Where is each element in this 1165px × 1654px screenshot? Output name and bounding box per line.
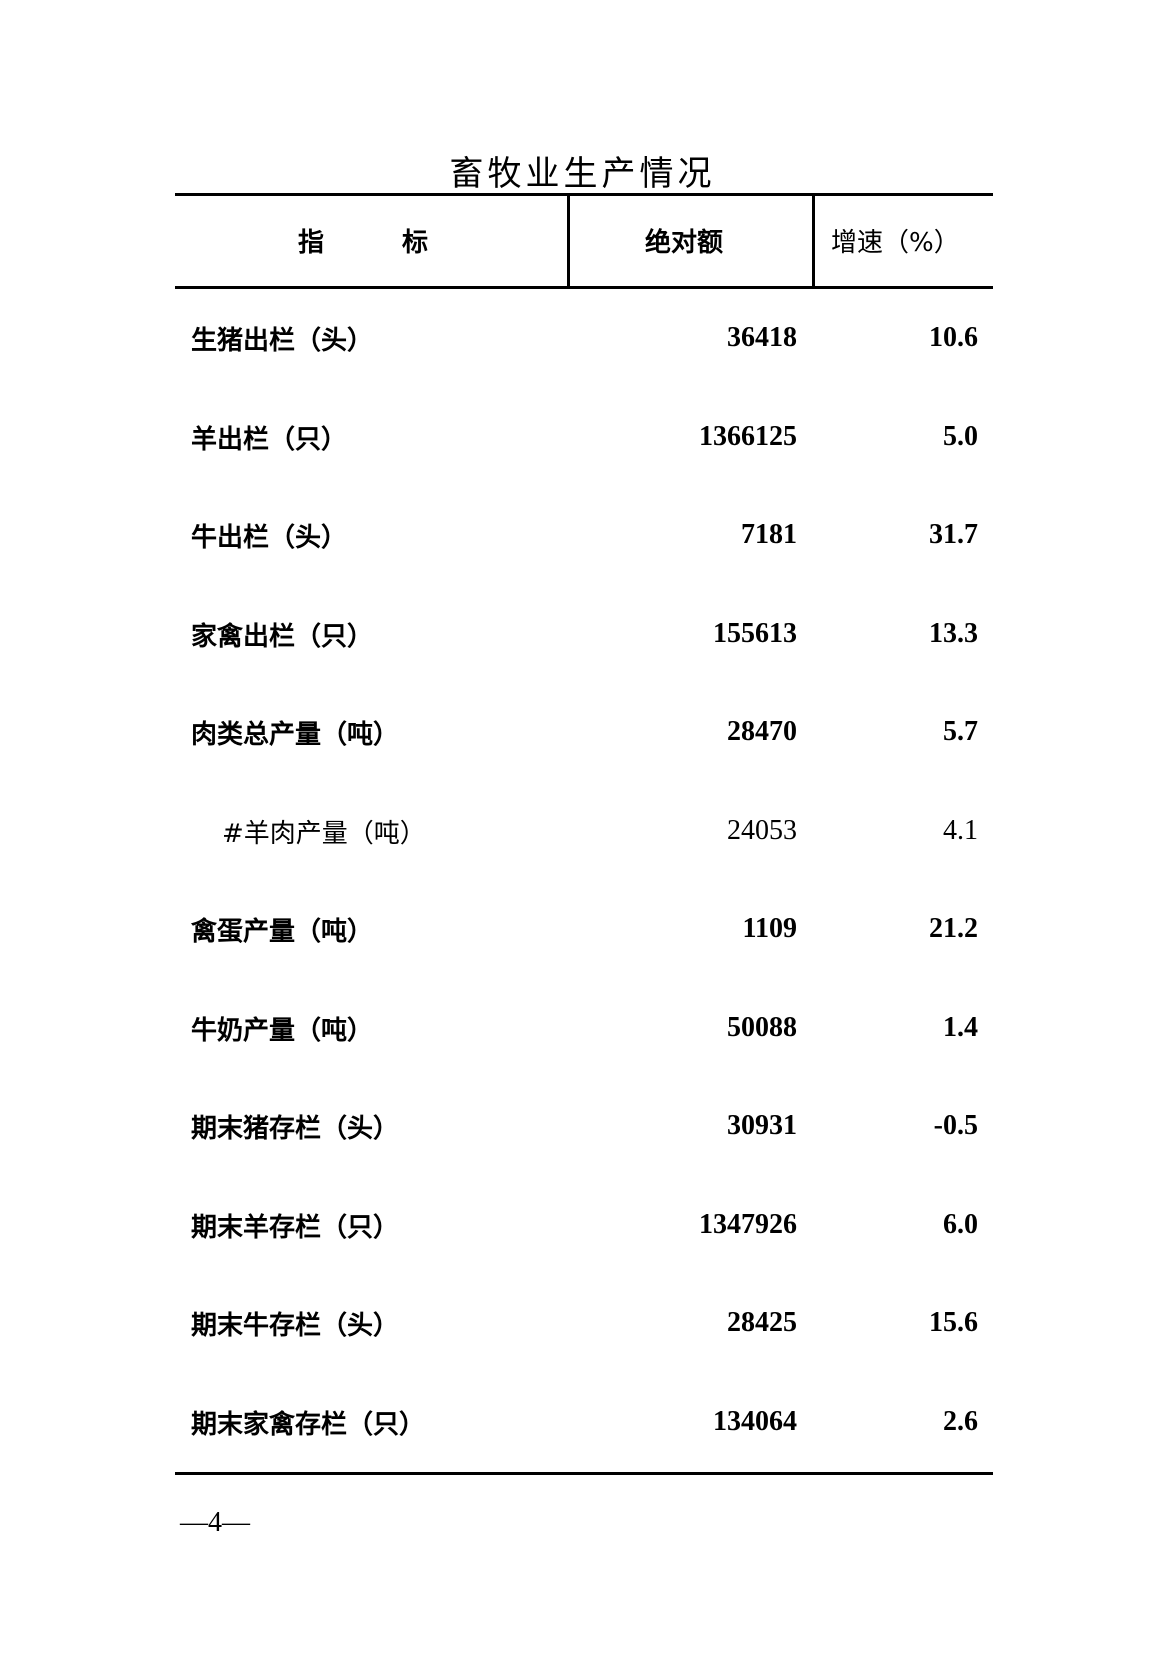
header-absolute: 绝对额	[645, 228, 724, 258]
table-row: 牛出栏（头） 7181 31.7	[0, 517, 1165, 557]
row-value: 1347926	[699, 1208, 797, 1240]
row-label: 家禽出栏（只）	[191, 621, 374, 652]
row-growth: 31.7	[929, 519, 978, 550]
table-row: #羊肉产量（吨） 24053 4.1	[0, 813, 1165, 853]
row-growth: 15.6	[929, 1307, 978, 1338]
row-label: 牛奶产量（吨）	[191, 1015, 374, 1046]
row-value: 1366125	[699, 420, 797, 452]
row-value: 36418	[727, 322, 797, 353]
header-growth: 增速（%）	[831, 228, 960, 258]
row-label: 期末家禽存栏（只）	[191, 1409, 426, 1440]
row-value: 28425	[727, 1307, 797, 1338]
table-row: 期末羊存栏（只） 1347926 6.0	[0, 1207, 1165, 1247]
row-label: 生猪出栏（头）	[191, 326, 374, 356]
table-row: 肉类总产量（吨） 28470 5.7	[0, 714, 1165, 754]
table-row: 期末猪存栏（头） 30931 -0.5	[0, 1108, 1165, 1148]
table-row: 家禽出栏（只） 155613 13.3	[0, 616, 1165, 656]
table-bottom-rule	[175, 1472, 993, 1475]
row-value: 28470	[727, 716, 797, 747]
header-rule	[175, 286, 993, 289]
header-indicator: 指 标	[298, 228, 429, 258]
row-value: 134064	[713, 1405, 797, 1437]
table-row: 期末牛存栏（头） 28425 15.6	[0, 1305, 1165, 1345]
column-divider	[567, 194, 570, 288]
table-row: 牛奶产量（吨） 50088 1.4	[0, 1010, 1165, 1050]
row-growth: 6.0	[943, 1208, 978, 1240]
table-row: 禽蛋产量（吨） 1109 21.2	[0, 911, 1165, 951]
row-label: 肉类总产量（吨）	[191, 720, 400, 750]
table-row: 羊出栏（只） 1366125 5.0	[0, 419, 1165, 459]
row-label: 期末羊存栏（只）	[191, 1212, 400, 1243]
row-growth: 1.4	[943, 1011, 978, 1043]
row-value: 1109	[742, 913, 797, 944]
row-growth: 5.0	[943, 420, 978, 452]
table-top-rule	[175, 193, 993, 196]
row-value: 24053	[727, 814, 797, 846]
row-value: 30931	[727, 1110, 797, 1141]
row-growth: 21.2	[929, 913, 978, 944]
row-value: 155613	[713, 617, 797, 649]
row-label: #羊肉产量（吨）	[222, 818, 426, 849]
row-label: 期末牛存栏（头）	[191, 1311, 400, 1341]
row-growth: 13.3	[929, 617, 978, 649]
row-label: 羊出栏（只）	[191, 424, 348, 455]
row-growth: 4.1	[943, 814, 978, 846]
row-value: 50088	[727, 1011, 797, 1043]
row-label: 期末猪存栏（头）	[191, 1114, 400, 1144]
page-title: 畜牧业生产情况	[449, 154, 716, 194]
row-label: 牛出栏（头）	[191, 523, 348, 553]
page-number: —4—	[180, 1507, 250, 1538]
row-growth: 2.6	[943, 1405, 978, 1437]
row-growth: -0.5	[933, 1110, 978, 1141]
row-value: 7181	[741, 519, 797, 550]
table-row: 期末家禽存栏（只） 134064 2.6	[0, 1404, 1165, 1444]
row-growth: 5.7	[943, 716, 978, 747]
row-growth: 10.6	[929, 322, 978, 353]
column-divider	[812, 194, 815, 288]
table-row: 生猪出栏（头） 36418 10.6	[0, 320, 1165, 360]
row-label: 禽蛋产量（吨）	[191, 917, 374, 947]
